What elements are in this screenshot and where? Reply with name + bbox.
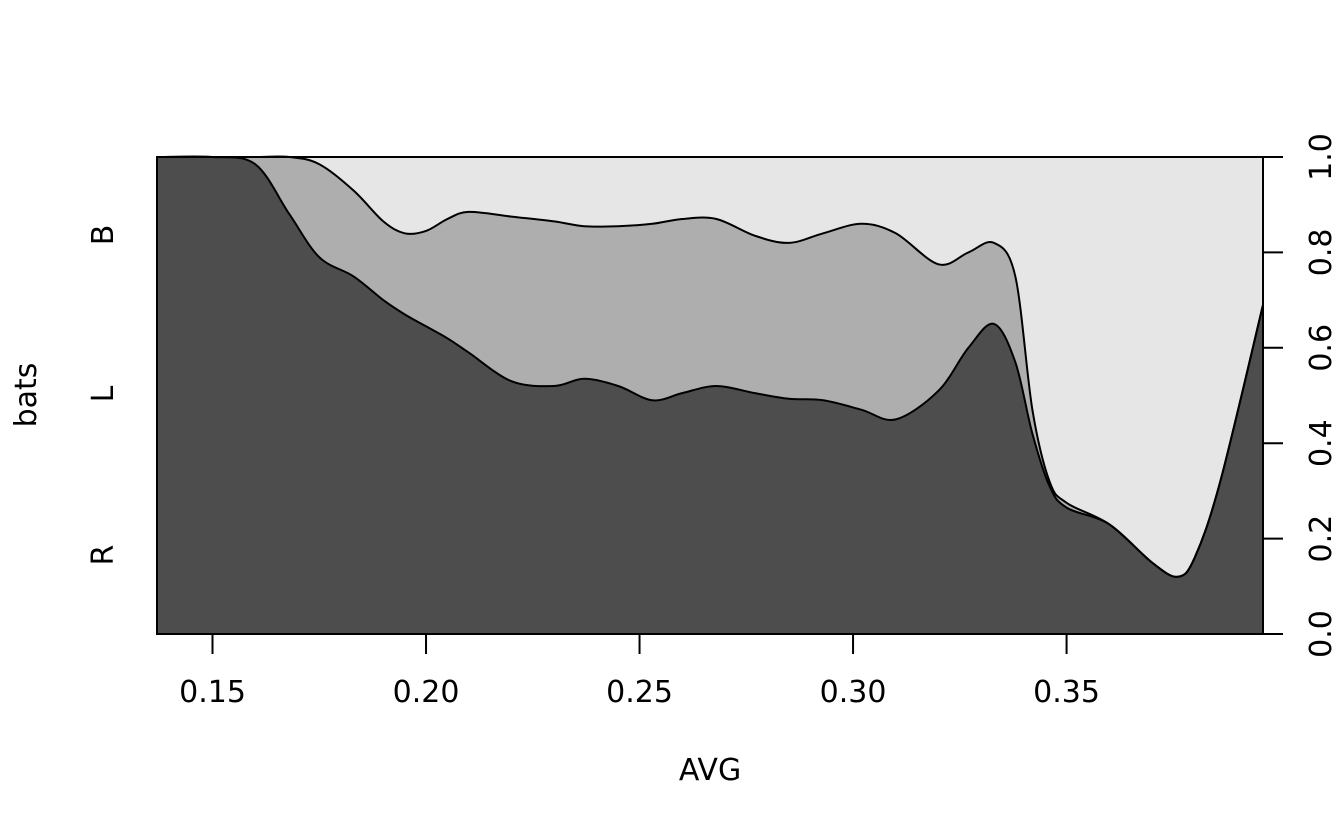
category-label-L: L: [86, 385, 121, 402]
y-tick-label: 0.6: [1304, 324, 1339, 372]
y-tick-label: 0.0: [1304, 610, 1339, 658]
density-bands: [157, 156, 1263, 634]
category-label-B: B: [86, 225, 121, 246]
y-tick-label: 0.8: [1304, 229, 1339, 277]
x-tick-label: 0.15: [179, 675, 246, 710]
x-tick-label: 0.25: [606, 675, 673, 710]
x-tick-label: 0.35: [1033, 675, 1100, 710]
band-boundaries: [156, 155, 1264, 578]
x-axis-title: AVG: [679, 753, 741, 788]
y-tick-label: 1.0: [1304, 133, 1339, 181]
y-axis-right: 0.0 0.2 0.4 0.6 0.8 1.0: [1262, 133, 1339, 658]
band-R: [157, 156, 1263, 634]
boundary-R-L: [156, 155, 1264, 578]
y-tick-label: 0.2: [1304, 515, 1339, 563]
boundary-L-B: [157, 155, 1264, 578]
y-tick-label: 0.4: [1304, 419, 1339, 467]
x-tick-label: 0.20: [393, 675, 460, 710]
x-tick-label: 0.30: [820, 675, 887, 710]
y-axis-title: bats: [9, 363, 44, 428]
x-axis: 0.15 0.20 0.25 0.30 0.35: [179, 633, 1100, 710]
category-labels: R L B: [86, 225, 121, 566]
category-label-R: R: [86, 545, 121, 566]
